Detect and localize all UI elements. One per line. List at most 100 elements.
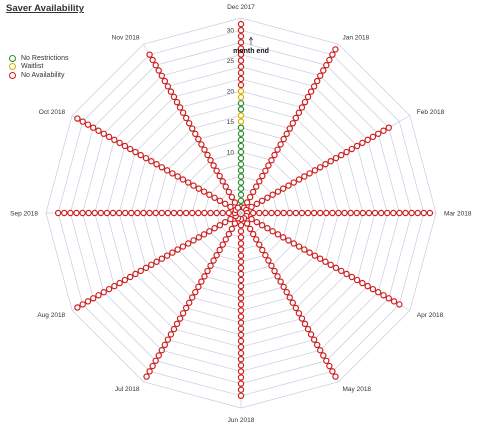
point-jan-2018-day-22[interactable]: Jan 2018 day 22: No Availability — [304, 93, 312, 101]
point-jul-2018-day-31[interactable]: Jul 2018 day 31: No Availability — [143, 373, 150, 380]
point-feb-2018-day-19[interactable]: Feb 2018 day 19: No Availability — [338, 151, 345, 159]
point-apr-2018-day-11[interactable]: Apr 2018 day 11: No Availability — [295, 243, 303, 250]
point-may-2018-day-21[interactable]: May 2018 day 21: No Availability — [301, 320, 309, 328]
point-nov-2018-day-17[interactable]: Nov 2018 day 17: No Availability — [185, 120, 193, 127]
point-apr-2018-day-9[interactable]: Apr 2018 day 9: No Availability — [285, 237, 292, 244]
point-oct-2018-day-20[interactable]: Oct 2018 day 20: No Availability — [132, 148, 139, 156]
point-jul-2018-day-3[interactable]: Jul 2018 day 3: No Availability — [228, 225, 236, 233]
point-jan-2018-day-5[interactable]: Jan 2018 day 5: No Availability — [253, 183, 260, 190]
point-dec-2017-day-15[interactable]: Dec 2017 day 15: Waitlist — [237, 118, 245, 125]
legend-item-waitlist[interactable]: Waitlist — [9, 63, 68, 72]
point-feb-2018-day-16[interactable]: Feb 2018 day 16: No Availability — [322, 161, 329, 168]
point-jun-2018-day-21[interactable]: Jun 2018 day 21: No Availability — [237, 337, 245, 345]
point-nov-2018-day-21[interactable]: Nov 2018 day 21: No Availability — [173, 98, 181, 106]
point-dec-2017-day-4[interactable]: Dec 2017 day 4: No Restrictions — [237, 185, 245, 192]
point-mar-2018-day-24[interactable]: Mar 2018 day 24: No Availability — [384, 209, 391, 217]
point-mar-2018-day-30[interactable]: Mar 2018 day 30: No Availability — [420, 209, 428, 217]
point-feb-2018-day-8[interactable]: Feb 2018 day 8: No Availability — [280, 185, 287, 192]
point-oct-2018-day-9[interactable]: Oct 2018 day 9: No Availability — [190, 182, 197, 189]
point-mar-2018-day-16[interactable]: Mar 2018 day 16: No Availability — [335, 209, 342, 217]
point-oct-2018-day-17[interactable]: Oct 2018 day 17: No Availability — [148, 157, 155, 165]
point-jul-2018-day-10[interactable]: Jul 2018 day 10: No Availability — [207, 262, 214, 269]
point-feb-2018-day-18[interactable]: Feb 2018 day 18: No Availability — [332, 154, 340, 162]
point-apr-2018-day-25[interactable]: Apr 2018 day 25: No Availability — [369, 285, 377, 293]
legend-item-no-availability[interactable]: No Availability — [9, 71, 68, 80]
point-oct-2018-day-29[interactable]: Oct 2018 day 29: No Availability — [84, 121, 92, 128]
point-jan-2018-day-7[interactable]: Jan 2018 day 7: No Availability — [259, 172, 266, 180]
point-jul-2018-day-28[interactable]: Jul 2018 day 28: No Availability — [152, 357, 159, 364]
point-jun-2018-day-13[interactable]: Jun 2018 day 13: No Availability — [237, 289, 245, 296]
point-nov-2018-day-29[interactable]: Nov 2018 day 29: No Availability — [149, 56, 156, 64]
point-feb-2018-day-27[interactable]: Feb 2018 day 27: No Availability — [380, 127, 387, 134]
point-aug-2018-day-11[interactable]: Aug 2018 day 11: No Availability — [179, 243, 187, 250]
point-nov-2018-day-4[interactable]: Nov 2018 day 4: No Availability — [225, 188, 233, 196]
point-apr-2018-day-14[interactable]: Apr 2018 day 14: No Availability — [311, 252, 319, 259]
point-mar-2018-day-4[interactable]: Mar 2018 day 4: No Availability — [262, 209, 269, 217]
point-apr-2018-day-5[interactable]: Apr 2018 day 5: No Availability — [264, 225, 271, 232]
point-sep-2018-day-19[interactable]: Sep 2018 day 19: No Availability — [122, 209, 129, 217]
point-may-2018-day-17[interactable]: May 2018 day 17: No Availability — [289, 299, 296, 306]
point-jan-2018-day-31[interactable]: Jan 2018 day 31: No Availability — [332, 46, 339, 53]
point-oct-2018-day-22[interactable]: Oct 2018 day 22: No Availability — [121, 142, 129, 150]
point-nov-2018-day-7[interactable]: Nov 2018 day 7: No Availability — [216, 172, 223, 180]
point-dec-2017-day-7[interactable]: Dec 2017 day 7: No Restrictions — [237, 167, 245, 174]
point-nov-2018-day-11[interactable]: Nov 2018 day 11: No Availability — [204, 151, 211, 159]
point-jun-2018-day-5[interactable]: Jun 2018 day 5: No Availability — [237, 240, 245, 247]
point-jul-2018-day-30[interactable]: Jul 2018 day 30: No Availability — [146, 368, 153, 375]
point-aug-2018-day-30[interactable]: Aug 2018 day 30: No Availability — [79, 301, 86, 308]
point-may-2018-day-29[interactable]: May 2018 day 29: No Availability — [326, 362, 333, 370]
point-may-2018-day-28[interactable]: May 2018 day 28: No Availability — [323, 357, 330, 364]
point-aug-2018-day-17[interactable]: Aug 2018 day 17: No Availability — [148, 261, 155, 268]
point-jan-2018-day-19[interactable]: Jan 2018 day 19: No Availability — [295, 109, 303, 116]
point-apr-2018-day-4[interactable]: Apr 2018 day 4: No Availability — [258, 221, 266, 229]
point-nov-2018-day-16[interactable]: Nov 2018 day 16: No Availability — [189, 125, 196, 132]
point-sep-2018-day-28[interactable]: Sep 2018 day 28: No Availability — [67, 209, 74, 217]
point-oct-2018-day-30[interactable]: Oct 2018 day 30: No Availability — [79, 118, 86, 125]
point-apr-2018-day-15[interactable]: Apr 2018 day 15: No Availability — [316, 255, 324, 262]
point-apr-2018-day-21[interactable]: Apr 2018 day 21: No Availability — [348, 273, 356, 281]
point-jun-2018-day-20[interactable]: Jun 2018 day 20: No Availability — [237, 331, 245, 339]
point-dec-2017-day-16[interactable]: Dec 2017 day 16: Waitlist — [237, 112, 245, 119]
point-jun-2018-day-27[interactable]: Jun 2018 day 27: No Availability — [237, 374, 245, 381]
point-aug-2018-day-27[interactable]: Aug 2018 day 27: No Availability — [95, 292, 102, 299]
point-may-2018-day-9[interactable]: May 2018 day 9: No Availability — [265, 257, 272, 264]
point-nov-2018-day-24[interactable]: Nov 2018 day 24: No Availability — [164, 83, 172, 90]
point-may-2018-day-19[interactable]: May 2018 day 19: No Availability — [295, 310, 303, 317]
point-mar-2018-day-3[interactable]: Mar 2018 day 3: No Availability — [256, 209, 263, 217]
point-apr-2018-day-16[interactable]: Apr 2018 day 16: No Availability — [322, 258, 329, 265]
point-nov-2018-day-5[interactable]: Nov 2018 day 5: No Availability — [222, 183, 229, 190]
point-nov-2018-day-25[interactable]: Nov 2018 day 25: No Availability — [161, 77, 169, 85]
point-apr-2018-day-23[interactable]: Apr 2018 day 23: No Availability — [359, 279, 366, 287]
point-aug-2018-day-18[interactable]: Aug 2018 day 18: No Availability — [142, 264, 150, 272]
point-jul-2018-day-29[interactable]: Jul 2018 day 29: No Availability — [149, 362, 156, 370]
point-oct-2018-day-15[interactable]: Oct 2018 day 15: No Availability — [158, 164, 166, 171]
point-apr-2018-day-22[interactable]: Apr 2018 day 22: No Availability — [353, 276, 361, 284]
point-dec-2017-day-10[interactable]: Dec 2017 day 10: No Restrictions — [237, 148, 245, 156]
point-jun-2018-day-15[interactable]: Jun 2018 day 15: No Availability — [237, 301, 245, 308]
point-nov-2018-day-28[interactable]: Nov 2018 day 28: No Availability — [152, 62, 159, 69]
point-jul-2018-day-2[interactable]: Jul 2018 day 2: No Availability — [231, 220, 239, 227]
point-aug-2018-day-10[interactable]: Aug 2018 day 10: No Availability — [185, 240, 192, 247]
point-jun-2018-day-9[interactable]: Jun 2018 day 9: No Availability — [237, 264, 245, 272]
point-feb-2018-day-6[interactable]: Feb 2018 day 6: No Availability — [269, 191, 276, 198]
point-mar-2018-day-2[interactable]: Mar 2018 day 2: No Availability — [249, 209, 257, 217]
point-jul-2018-day-13[interactable]: Jul 2018 day 13: No Availability — [198, 278, 205, 285]
point-jun-2018-day-30[interactable]: Jun 2018 day 30: No Availability — [237, 392, 245, 400]
point-feb-2018-day-12[interactable]: Feb 2018 day 12: No Availability — [301, 173, 308, 180]
point-sep-2018-day-8[interactable]: Sep 2018 day 8: No Availability — [189, 209, 196, 217]
point-may-2018-day-12[interactable]: May 2018 day 12: No Availability — [274, 273, 281, 280]
point-aug-2018-day-12[interactable]: Aug 2018 day 12: No Availability — [174, 246, 181, 253]
point-apr-2018-day-2[interactable]: Apr 2018 day 2: No Availability — [248, 215, 255, 223]
point-nov-2018-day-27[interactable]: Nov 2018 day 27: No Availability — [155, 67, 162, 74]
point-aug-2018-day-4[interactable]: Aug 2018 day 4: No Availability — [216, 221, 224, 229]
point-may-2018-day-2[interactable]: May 2018 day 2: No Availability — [243, 220, 251, 227]
point-jul-2018-day-6[interactable]: Jul 2018 day 6: No Availability — [219, 241, 226, 248]
point-aug-2018-day-28[interactable]: Aug 2018 day 28: No Availability — [90, 295, 97, 302]
point-jun-2018-day-28[interactable]: Jun 2018 day 28: No Availability — [237, 380, 245, 387]
point-oct-2018-day-4[interactable]: Oct 2018 day 4: No Availability — [216, 197, 224, 205]
point-jan-2018-day-8[interactable]: Jan 2018 day 8: No Availability — [262, 167, 269, 174]
point-jan-2018-day-4[interactable]: Jan 2018 day 4: No Availability — [249, 188, 257, 196]
point-jun-2018-day-11[interactable]: Jun 2018 day 11: No Availability — [237, 276, 245, 284]
point-sep-2018-day-13[interactable]: Sep 2018 day 13: No Availability — [158, 209, 165, 217]
point-may-2018-day-14[interactable]: May 2018 day 14: No Availability — [280, 283, 287, 291]
